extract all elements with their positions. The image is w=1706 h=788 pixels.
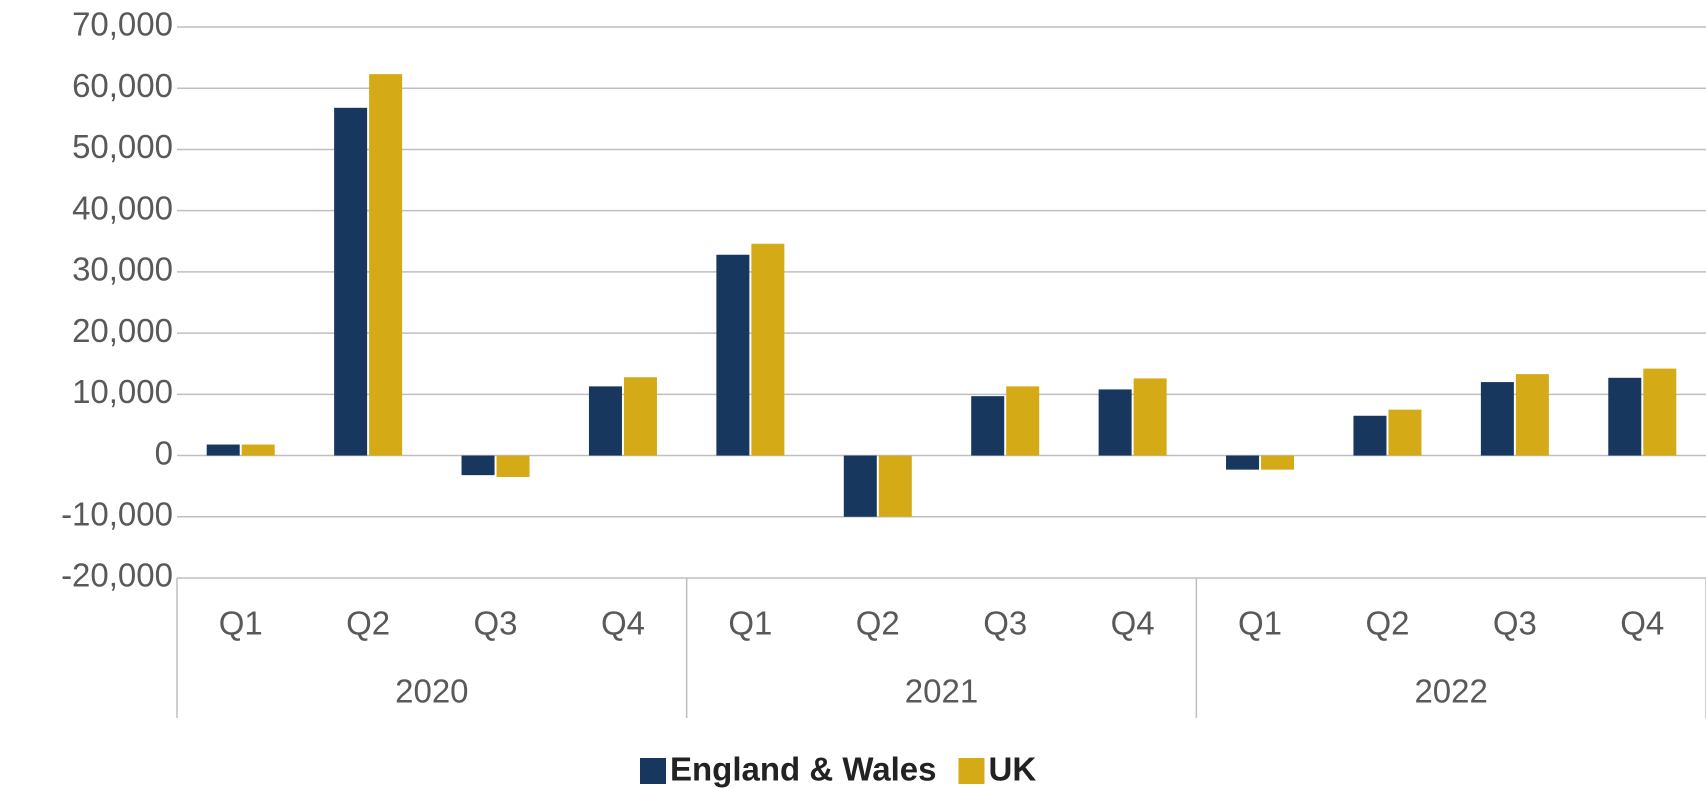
y-tick-label: 30,000 bbox=[72, 251, 173, 288]
bar bbox=[1643, 368, 1677, 456]
legend-label: England & Wales bbox=[670, 751, 936, 788]
group-label: 2022 bbox=[1414, 673, 1487, 710]
bar bbox=[1388, 409, 1422, 456]
y-tick-label: 70,000 bbox=[72, 6, 173, 43]
x-tick-label: Q2 bbox=[856, 605, 900, 642]
group-label: 2021 bbox=[905, 673, 978, 710]
bar bbox=[496, 455, 530, 477]
bar bbox=[369, 74, 403, 456]
group-label: 2020 bbox=[395, 673, 468, 710]
legend-swatch bbox=[958, 758, 985, 784]
x-tick-label: Q2 bbox=[1365, 605, 1409, 642]
x-tick-label: Q1 bbox=[219, 605, 263, 642]
bar bbox=[241, 444, 275, 456]
x-tick-label: Q1 bbox=[728, 605, 772, 642]
legend-swatch bbox=[640, 758, 666, 784]
bar bbox=[843, 455, 877, 517]
bar bbox=[1353, 415, 1387, 456]
y-tick-label: 50,000 bbox=[72, 128, 173, 165]
bar bbox=[461, 455, 495, 476]
y-tick-label: 40,000 bbox=[72, 189, 173, 226]
y-tick-label: 0 bbox=[155, 434, 173, 471]
y-tick-label: -20,000 bbox=[61, 557, 173, 594]
bar bbox=[1608, 377, 1642, 456]
x-tick-label: Q2 bbox=[346, 605, 390, 642]
x-tick-label: Q4 bbox=[1111, 605, 1155, 642]
y-tick-label: 10,000 bbox=[72, 373, 173, 410]
bar bbox=[1098, 389, 1132, 456]
x-tick-label: Q4 bbox=[601, 605, 645, 642]
bar bbox=[588, 386, 622, 456]
bar bbox=[206, 444, 240, 456]
y-tick-label: -10,000 bbox=[61, 495, 173, 532]
x-tick-label: Q3 bbox=[983, 605, 1027, 642]
legend-label: UK bbox=[988, 751, 1036, 788]
bar bbox=[751, 243, 785, 456]
x-tick-label: Q3 bbox=[1493, 605, 1537, 642]
bar bbox=[1515, 374, 1549, 456]
bar bbox=[1006, 386, 1040, 456]
y-tick-label: 60,000 bbox=[72, 67, 173, 104]
x-tick-label: Q4 bbox=[1620, 605, 1664, 642]
x-tick-label: Q3 bbox=[474, 605, 518, 642]
bar bbox=[716, 254, 750, 456]
bar bbox=[878, 455, 912, 517]
bar bbox=[334, 107, 368, 456]
bar bbox=[971, 396, 1005, 456]
bar bbox=[1226, 455, 1260, 470]
y-tick-label: 20,000 bbox=[72, 312, 173, 349]
bar bbox=[1480, 382, 1514, 456]
bar bbox=[623, 377, 657, 456]
bar bbox=[1133, 378, 1167, 456]
bar bbox=[1261, 455, 1295, 470]
x-tick-label: Q1 bbox=[1238, 605, 1282, 642]
